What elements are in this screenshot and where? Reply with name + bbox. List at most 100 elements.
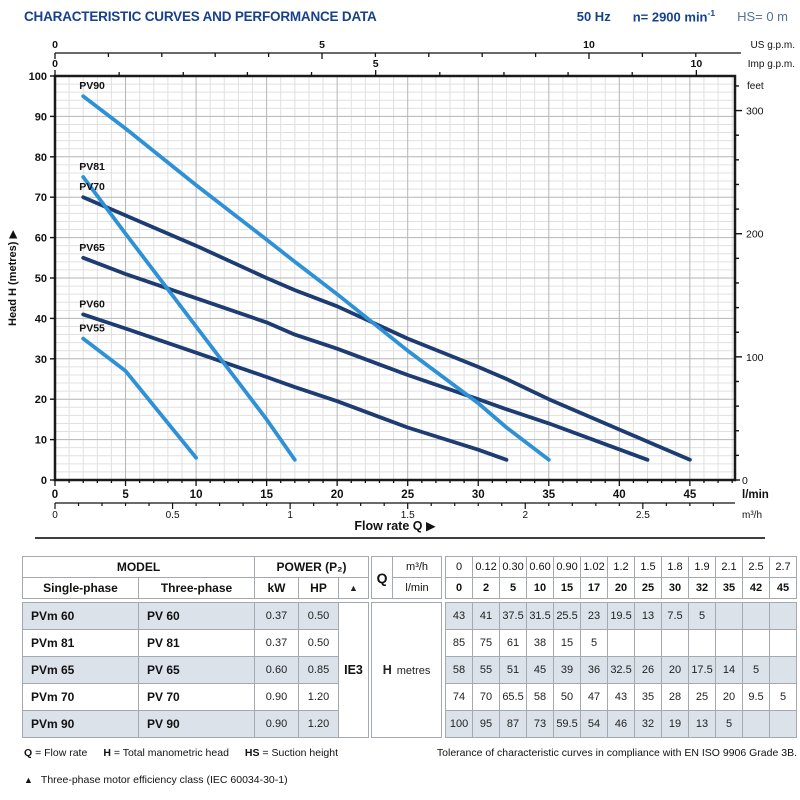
head-value: 58	[526, 683, 555, 711]
head-value: 32	[634, 710, 663, 738]
right-axis-tick-label: 300	[746, 106, 764, 118]
legend-item: Q = Flow rate	[24, 747, 88, 759]
head-value: 45	[526, 656, 555, 684]
q-lmin-value: 0	[445, 577, 474, 599]
q-m3h-value: 0.90	[553, 556, 582, 578]
model-single-phase: PVm 65	[22, 656, 139, 684]
head-value: 75	[472, 629, 501, 657]
power-hp-value: 1.20	[298, 683, 339, 711]
right-axis-tick-label: 200	[746, 229, 764, 241]
power-kw-value: 0.37	[254, 629, 299, 657]
q-lmin-value: 15	[553, 577, 582, 599]
col-header-triangle-icon: ▲	[337, 577, 370, 599]
q-lmin-value: 25	[634, 577, 663, 599]
head-value: 7.5	[661, 602, 690, 630]
head-value: 15	[553, 629, 582, 657]
model-single-phase: PVm 81	[22, 629, 139, 657]
q-m3h-value: 1.8	[661, 556, 690, 578]
q-lmin-value: 10	[526, 577, 555, 599]
head-value	[688, 629, 717, 657]
model-three-phase: PV 60	[138, 602, 255, 630]
left-axis-tick-label: 90	[35, 111, 47, 123]
model-three-phase: PV 90	[138, 710, 255, 738]
head-value: 46	[607, 710, 636, 738]
efficiency-note: ▲ Three-phase motor efficiency class (IEC…	[24, 774, 288, 786]
q-lmin-value: 5	[499, 577, 528, 599]
frequency-value: 50 Hz	[576, 9, 611, 25]
head-value: 85	[445, 629, 474, 657]
curve-PV55	[81, 336, 199, 460]
us-gpm-tick-label: 5	[319, 39, 325, 51]
head-value: 70	[472, 683, 501, 711]
table-cell	[441, 556, 446, 578]
left-axis-tick-label: 0	[41, 475, 47, 487]
head-value: 28	[661, 683, 690, 711]
power-hp-value: 0.50	[298, 629, 339, 657]
q-m3h-value: 0.30	[499, 556, 528, 578]
lmin-unit-label: l/min	[742, 489, 769, 501]
us-gpm-tick-label: 0	[52, 39, 58, 51]
q-lmin-value: 42	[742, 577, 771, 599]
power-hp-value: 1.20	[298, 710, 339, 738]
q-lmin-value: 2	[472, 577, 501, 599]
m3h-tick-label: 1	[287, 510, 293, 521]
head-value: 38	[526, 629, 555, 657]
table-cell	[441, 577, 446, 599]
q-m3h-value: 1.02	[580, 556, 609, 578]
q-m3h-value: 0	[445, 556, 474, 578]
power-hp-value: 0.85	[298, 656, 339, 684]
left-axis-tick-label: 100	[29, 71, 47, 83]
head-value	[661, 629, 690, 657]
q-lmin-value: 45	[769, 577, 798, 599]
col-header-kw: kW	[254, 577, 299, 599]
q-lmin-value: 35	[715, 577, 744, 599]
us-gpm-unit-label: US g.p.m.	[751, 40, 795, 51]
head-value: 65.5	[499, 683, 528, 711]
head-value: 31.5	[526, 602, 555, 630]
imp-gpm-tick-label: 10	[691, 58, 703, 70]
lmin-tick-label: 5	[122, 489, 129, 501]
q-m3h-value: 1.9	[688, 556, 717, 578]
q-m3h-value: 2.7	[769, 556, 798, 578]
left-axis-tick-label: 20	[35, 394, 47, 406]
power-kw-value: 0.60	[254, 656, 299, 684]
m3h-tick-label: 2.5	[636, 510, 650, 521]
left-axis-tick-label: 60	[35, 233, 47, 245]
power-kw-value: 0.90	[254, 710, 299, 738]
head-value: 17.5	[688, 656, 717, 684]
head-value: 55	[472, 656, 501, 684]
lmin-tick-label: 25	[401, 489, 414, 501]
characteristic-curves-chart: PV90PV81PV70PV65PV60PV550102030405060708…	[7, 39, 795, 539]
head-value: 13	[688, 710, 717, 738]
speed-exponent: -1	[707, 8, 716, 18]
q-lmin-value: 20	[607, 577, 636, 599]
efficiency-class-badge: IE3	[337, 602, 370, 738]
head-value: 5	[742, 656, 771, 684]
curve-PV65	[81, 255, 650, 462]
head-value	[634, 629, 663, 657]
left-axis-tick-label: 70	[35, 192, 47, 204]
head-value: 36	[580, 656, 609, 684]
m3h-tick-label: 0	[52, 510, 58, 521]
power-kw-value: 0.90	[254, 683, 299, 711]
head-value: 13	[634, 602, 663, 630]
q-m3h-value: 0.60	[526, 556, 555, 578]
left-axis-tick-label: 40	[35, 313, 47, 325]
right-axis-unit-label: feet	[747, 81, 764, 92]
col-header-model: MODEL	[22, 556, 255, 578]
speed-value: n= 2900 min-1	[633, 8, 715, 24]
q-unit-lmin: l/min	[392, 577, 443, 599]
left-axis-tick-label: 10	[35, 435, 47, 447]
legend-item: HS = Suction height	[244, 747, 339, 759]
head-value	[769, 602, 798, 630]
col-header-q: Q	[371, 556, 394, 599]
q-m3h-value: 1.5	[634, 556, 663, 578]
q-lmin-value: 17	[580, 577, 609, 599]
curve-label-PV70: PV70	[79, 181, 105, 193]
model-three-phase: PV 81	[138, 629, 255, 657]
head-value: 61	[499, 629, 528, 657]
m3h-unit-label: m³/h	[742, 510, 762, 521]
head-value: 5	[769, 683, 798, 711]
lmin-tick-label: 20	[331, 489, 344, 501]
left-axis-tick-label: 80	[35, 152, 47, 164]
